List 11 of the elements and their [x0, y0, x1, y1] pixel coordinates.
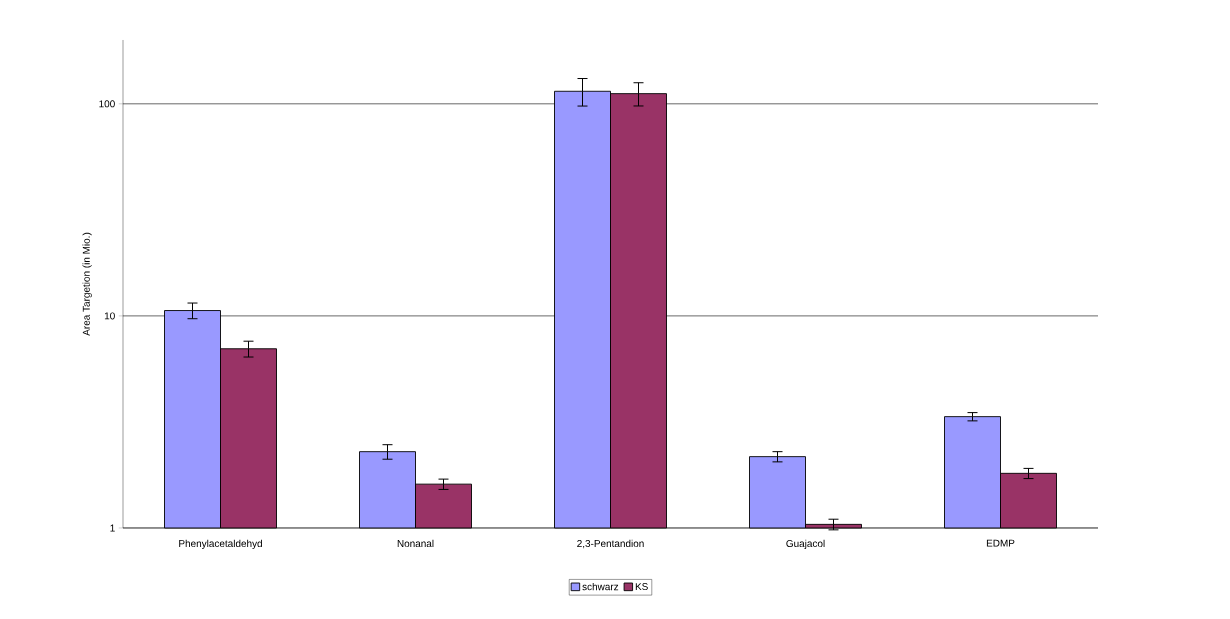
y-tick-label: 10	[104, 312, 115, 320]
legend-label: KS	[635, 583, 648, 591]
y-tick-label: 1	[110, 524, 115, 532]
legend-label: schwarz	[582, 582, 619, 591]
x-tick-label: EDMP	[986, 539, 1015, 547]
x-tick-label: Phenylacetaldehyd	[179, 539, 262, 550]
y-tick-label: 100	[99, 100, 115, 108]
x-tick-label: 2,3-Pentandion	[577, 539, 644, 549]
x-tick-label: Guajacol	[786, 539, 825, 550]
x-tick-label: Nonanal	[397, 539, 434, 548]
y-axis-title: Area Targetion (in Mio.)	[82, 232, 92, 336]
